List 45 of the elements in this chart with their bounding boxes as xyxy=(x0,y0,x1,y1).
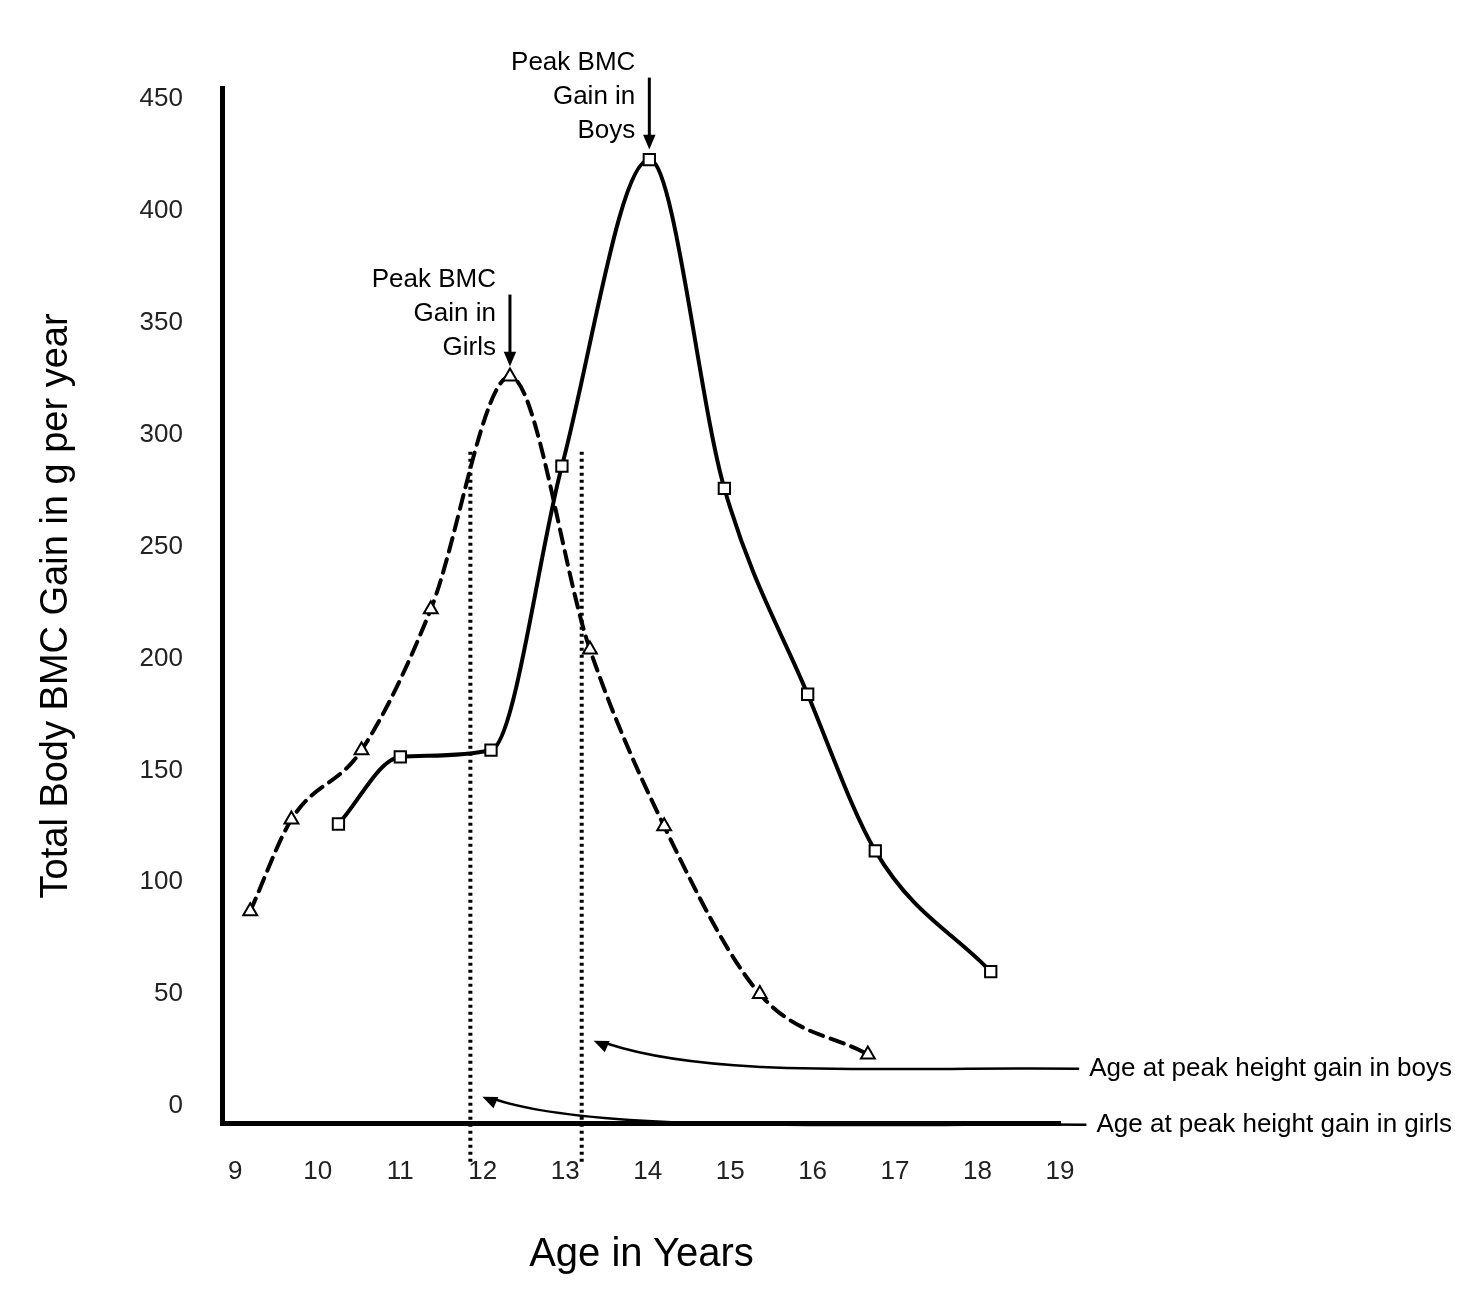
point xyxy=(717,481,732,496)
point xyxy=(984,965,998,979)
point xyxy=(242,902,259,917)
point xyxy=(393,750,407,764)
point xyxy=(331,817,346,831)
point xyxy=(868,844,882,858)
text: Age at peak height gain in girls xyxy=(1096,1107,1453,1138)
x-tick-label: 9 xyxy=(228,1154,243,1185)
point xyxy=(642,152,656,167)
y-tick-label: 350 xyxy=(139,306,183,337)
x-tick-label: 12 xyxy=(468,1154,498,1185)
y-tick-label: 50 xyxy=(154,977,183,1008)
x-tick-label: 13 xyxy=(550,1154,580,1185)
point xyxy=(859,1045,876,1060)
x-tick-label: 11 xyxy=(386,1154,414,1185)
x-tick-label: 17 xyxy=(880,1154,910,1185)
point xyxy=(582,640,598,655)
point xyxy=(484,743,498,757)
text: Age at peak height gain in boys xyxy=(1089,1051,1453,1082)
x-tick-label: 18 xyxy=(963,1154,992,1185)
point xyxy=(751,985,768,1000)
y-tick-label: 400 xyxy=(139,194,183,225)
point xyxy=(656,817,673,832)
x-tick-label: 15 xyxy=(715,1154,745,1185)
x-tick-label: 10 xyxy=(303,1154,333,1185)
x-tick-label: 14 xyxy=(633,1154,663,1185)
x-axis-title: Age in Years xyxy=(529,1230,754,1275)
point xyxy=(422,600,439,615)
point xyxy=(353,741,370,756)
y-axis-title: Total Body BMC Gain in g per year xyxy=(33,313,76,899)
x-tick-label: 19 xyxy=(1045,1154,1075,1185)
annotation: Peak BMC Gain in Boys xyxy=(511,45,636,144)
annotation: Peak BMC Gain in Girls xyxy=(371,262,496,361)
point xyxy=(801,687,815,701)
y-tick-label: 250 xyxy=(139,529,183,560)
y-tick-label: 100 xyxy=(139,865,183,896)
y-tick-label: 300 xyxy=(139,417,183,448)
y-tick-label: 200 xyxy=(139,641,183,672)
y-tick-label: 450 xyxy=(139,82,183,113)
x-tick-label: 16 xyxy=(798,1154,828,1185)
y-tick-label: 150 xyxy=(139,753,183,784)
y-tick-label: 0 xyxy=(168,1089,183,1120)
point xyxy=(502,367,518,382)
point xyxy=(283,810,300,825)
point xyxy=(555,459,569,473)
